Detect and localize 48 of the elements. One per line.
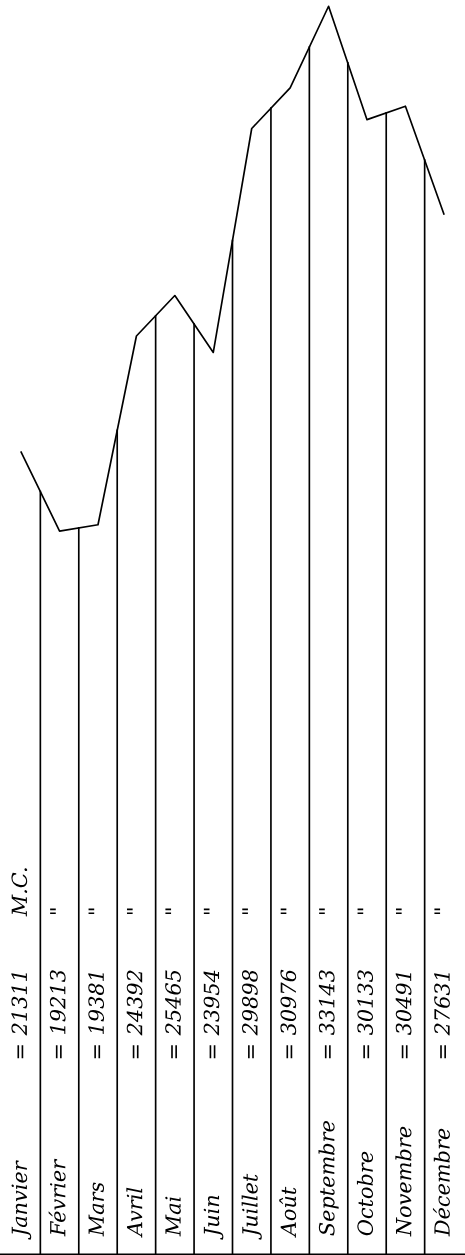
x-tick-label: Février [48, 1158, 66, 1237]
text: = [363, 1045, 370, 1059]
x-tick-label: Mai [165, 1196, 181, 1237]
x-tick-label: Janvier [11, 1160, 32, 1240]
text: = [401, 1045, 408, 1059]
x-tick-label: Décembre [432, 1128, 450, 1237]
text: " [50, 908, 56, 915]
text: = [171, 1045, 177, 1059]
text: = [94, 1045, 101, 1059]
data-label: 29898 [242, 970, 258, 1036]
text: " [434, 908, 441, 915]
data-label: 24392 [126, 970, 143, 1036]
x-tick-label: Août [279, 1186, 297, 1238]
text: " [242, 908, 248, 915]
x-tick-label: Novembre [395, 1126, 412, 1237]
text: = [324, 1045, 331, 1059]
text: " [280, 908, 287, 915]
text: = [248, 1045, 254, 1059]
text: = [17, 1045, 24, 1059]
data-label: 27631 [434, 973, 450, 1036]
data-label: 21311 [11, 973, 28, 1036]
data-label: 19213 [49, 970, 66, 1034]
x-tick-label: Juillet [241, 1173, 262, 1240]
text: = [286, 1045, 293, 1059]
x-tick-label: Juin [203, 1195, 224, 1240]
data-label: 30491 [395, 973, 412, 1036]
text: M.C. [11, 868, 28, 917]
data-label: 30133 [357, 970, 374, 1036]
x-tick-label: Septembre [318, 1121, 339, 1236]
x-tick-label: Avril [126, 1187, 143, 1238]
text: " [165, 908, 172, 915]
text: = [209, 1045, 216, 1059]
text: = [55, 1045, 62, 1059]
data-label: 19381 [88, 973, 105, 1034]
x-tick-label: Octobre [356, 1151, 374, 1236]
text: " [319, 908, 325, 915]
data-label: 25465 [165, 970, 181, 1036]
data-label: 33143 [318, 970, 335, 1036]
text: " [88, 908, 95, 915]
x-tick-label: Mars [88, 1182, 105, 1237]
data-label: 23954 [203, 970, 220, 1036]
text: " [357, 908, 364, 915]
text: = [440, 1045, 446, 1059]
text: " [203, 908, 210, 915]
text: " [126, 908, 133, 915]
text: = [132, 1045, 139, 1059]
data-label: 30976 [280, 969, 297, 1036]
text: " [395, 908, 402, 915]
